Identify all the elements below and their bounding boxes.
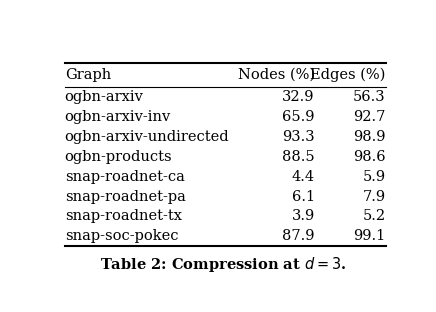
Text: Table 2: Compression at $d = 3$.: Table 2: Compression at $d = 3$. <box>100 255 347 274</box>
Text: 6.1: 6.1 <box>292 189 315 203</box>
Text: ogbn-arxiv: ogbn-arxiv <box>65 90 143 104</box>
Text: snap-roadnet-tx: snap-roadnet-tx <box>65 209 182 223</box>
Text: 3.9: 3.9 <box>291 209 315 223</box>
Text: 98.9: 98.9 <box>353 129 385 144</box>
Text: 56.3: 56.3 <box>353 90 385 104</box>
Text: 87.9: 87.9 <box>282 229 315 243</box>
Text: snap-soc-pokec: snap-soc-pokec <box>65 229 178 243</box>
Text: 98.6: 98.6 <box>353 149 385 163</box>
Text: 99.1: 99.1 <box>354 229 385 243</box>
Text: 32.9: 32.9 <box>282 90 315 104</box>
Text: Nodes (%): Nodes (%) <box>238 68 315 82</box>
Text: 7.9: 7.9 <box>362 189 385 203</box>
Text: 92.7: 92.7 <box>353 110 385 124</box>
Text: snap-roadnet-ca: snap-roadnet-ca <box>65 169 184 183</box>
Text: Graph: Graph <box>65 68 111 82</box>
Text: 65.9: 65.9 <box>282 110 315 124</box>
Text: 4.4: 4.4 <box>292 169 315 183</box>
Text: Edges (%): Edges (%) <box>310 67 385 82</box>
Text: ogbn-arxiv-undirected: ogbn-arxiv-undirected <box>65 129 229 144</box>
Text: snap-roadnet-pa: snap-roadnet-pa <box>65 189 185 203</box>
Text: 93.3: 93.3 <box>282 129 315 144</box>
Text: ogbn-arxiv-inv: ogbn-arxiv-inv <box>65 110 171 124</box>
Text: 5.2: 5.2 <box>362 209 385 223</box>
Text: 88.5: 88.5 <box>282 149 315 163</box>
Text: 5.9: 5.9 <box>362 169 385 183</box>
Text: ogbn-products: ogbn-products <box>65 149 172 163</box>
